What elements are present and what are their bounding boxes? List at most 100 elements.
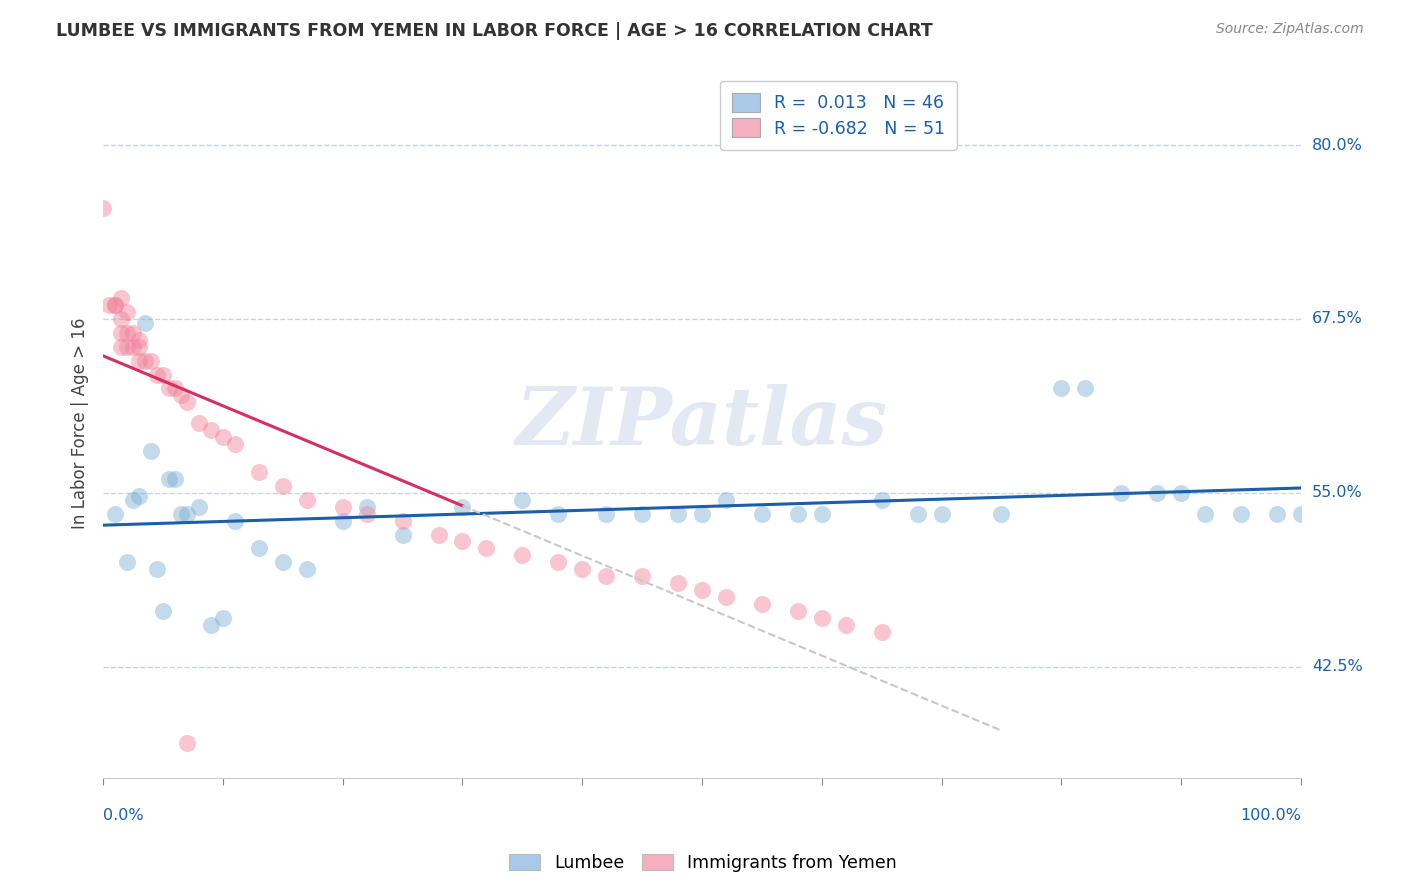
Point	[451, 500, 474, 514]
Point	[115, 555, 138, 569]
Point	[163, 381, 186, 395]
Text: LUMBEE VS IMMIGRANTS FROM YEMEN IN LABOR FORCE | AGE > 16 CORRELATION CHART: LUMBEE VS IMMIGRANTS FROM YEMEN IN LABOR…	[56, 22, 934, 40]
Point	[1146, 485, 1168, 500]
Point	[128, 333, 150, 347]
Legend: Lumbee, Immigrants from Yemen: Lumbee, Immigrants from Yemen	[502, 847, 904, 879]
Point	[547, 507, 569, 521]
Point	[224, 514, 246, 528]
Text: 80.0%: 80.0%	[1312, 137, 1362, 153]
Text: 42.5%: 42.5%	[1312, 659, 1362, 674]
Point	[188, 416, 211, 430]
Point	[110, 312, 132, 326]
Point	[907, 507, 929, 521]
Point	[332, 500, 354, 514]
Text: 67.5%: 67.5%	[1312, 311, 1362, 326]
Point	[104, 298, 127, 312]
Y-axis label: In Labor Force | Age > 16: In Labor Force | Age > 16	[72, 318, 89, 529]
Point	[391, 514, 413, 528]
Text: Source: ZipAtlas.com: Source: ZipAtlas.com	[1216, 22, 1364, 37]
Point	[931, 507, 953, 521]
Point	[176, 395, 198, 409]
Point	[1170, 485, 1192, 500]
Text: 55.0%: 55.0%	[1312, 485, 1362, 500]
Point	[595, 507, 617, 521]
Point	[631, 507, 654, 521]
Point	[714, 492, 737, 507]
Point	[200, 618, 222, 632]
Text: 0.0%: 0.0%	[103, 808, 143, 823]
Point	[356, 507, 378, 521]
Point	[188, 500, 211, 514]
Point	[128, 489, 150, 503]
Point	[104, 298, 127, 312]
Text: 100.0%: 100.0%	[1240, 808, 1301, 823]
Point	[115, 340, 138, 354]
Point	[870, 492, 893, 507]
Point	[595, 569, 617, 583]
Point	[295, 492, 318, 507]
Point	[835, 618, 858, 632]
Point	[1109, 485, 1132, 500]
Point	[157, 472, 180, 486]
Point	[98, 298, 121, 312]
Point	[547, 555, 569, 569]
Point	[666, 507, 689, 521]
Point	[152, 604, 174, 618]
Point	[631, 569, 654, 583]
Point	[224, 437, 246, 451]
Point	[104, 507, 127, 521]
Point	[139, 444, 162, 458]
Point	[212, 430, 235, 444]
Point	[122, 340, 145, 354]
Point	[110, 340, 132, 354]
Point	[1074, 381, 1097, 395]
Point	[786, 507, 808, 521]
Point	[427, 527, 450, 541]
Point	[512, 549, 534, 563]
Point	[870, 624, 893, 639]
Point	[1230, 507, 1253, 521]
Point	[146, 368, 169, 382]
Point	[714, 590, 737, 604]
Point	[152, 368, 174, 382]
Point	[1289, 507, 1312, 521]
Point	[134, 316, 156, 330]
Point	[176, 736, 198, 750]
Legend: R =  0.013   N = 46, R = -0.682   N = 51: R = 0.013 N = 46, R = -0.682 N = 51	[720, 81, 957, 150]
Point	[391, 527, 413, 541]
Point	[451, 534, 474, 549]
Point	[115, 326, 138, 340]
Point	[1050, 381, 1073, 395]
Point	[122, 492, 145, 507]
Point	[512, 492, 534, 507]
Point	[91, 201, 114, 215]
Point	[134, 353, 156, 368]
Point	[810, 507, 832, 521]
Point	[128, 340, 150, 354]
Point	[212, 611, 235, 625]
Point	[110, 326, 132, 340]
Point	[810, 611, 832, 625]
Point	[690, 583, 713, 598]
Point	[475, 541, 498, 556]
Point	[170, 507, 193, 521]
Point	[122, 326, 145, 340]
Point	[170, 388, 193, 402]
Point	[157, 381, 180, 395]
Point	[990, 507, 1012, 521]
Point	[247, 465, 270, 479]
Point	[271, 479, 294, 493]
Point	[128, 353, 150, 368]
Point	[751, 597, 773, 611]
Point	[751, 507, 773, 521]
Point	[690, 507, 713, 521]
Text: ZIPatlas: ZIPatlas	[516, 384, 889, 462]
Point	[247, 541, 270, 556]
Point	[271, 555, 294, 569]
Point	[1194, 507, 1216, 521]
Point	[139, 353, 162, 368]
Point	[786, 604, 808, 618]
Point	[146, 562, 169, 576]
Point	[176, 507, 198, 521]
Point	[163, 472, 186, 486]
